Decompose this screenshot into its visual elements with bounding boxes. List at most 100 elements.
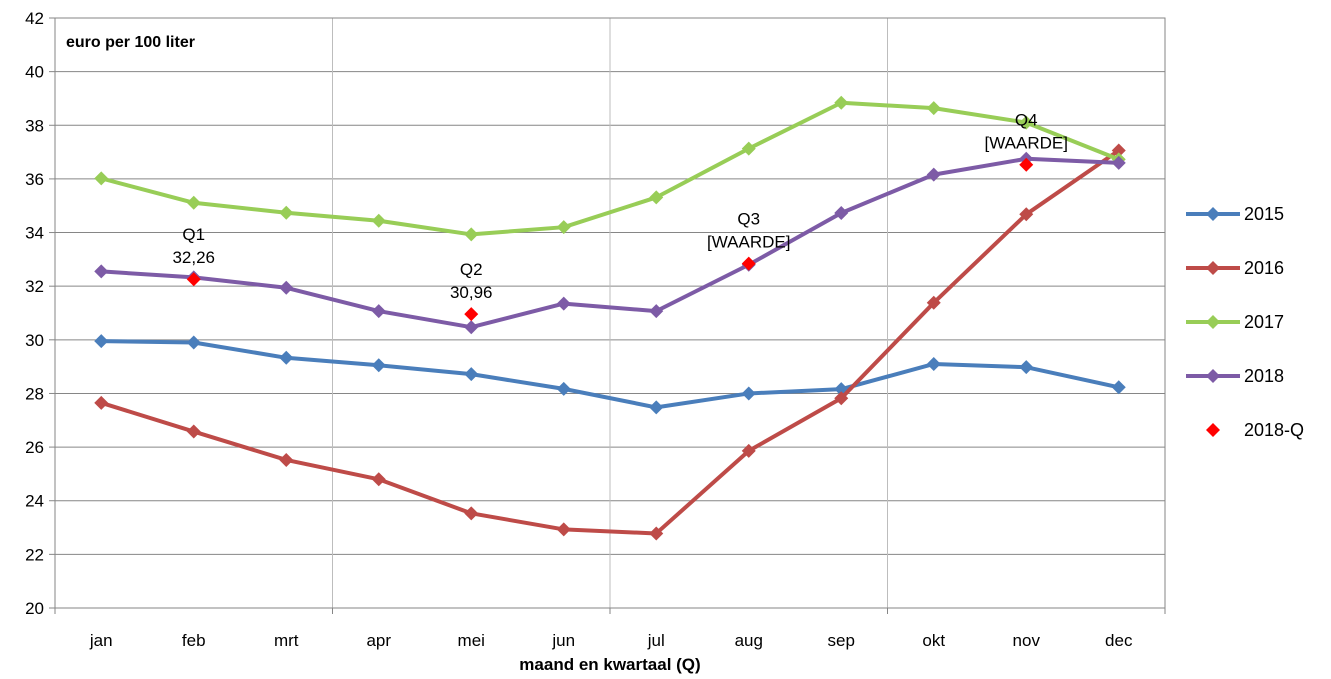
quarter-label-name: Q1 [182,225,205,244]
data-point-2016 [279,452,294,467]
data-point-2017 [371,213,386,228]
quarter-point [464,307,479,322]
data-point-2016 [556,522,571,537]
legend-label-2018: 2018 [1244,366,1284,386]
data-point-2016 [94,395,109,410]
x-tick-label: jan [89,631,113,650]
data-point-2015 [926,356,941,371]
data-point-2015 [1111,380,1126,395]
quarter-label-value: [WAARDE] [707,233,790,252]
data-point-2016 [741,443,756,458]
legend-marker-2016 [1206,261,1220,275]
y-tick-label: 40 [25,63,44,82]
data-point-2017 [649,190,664,205]
quarter-label-value: 30,96 [450,283,493,302]
legend-marker-2018 [1206,369,1220,383]
series-line-2017 [100,100,1120,237]
x-tick-label: jun [551,631,575,650]
y-axis-tick-labels: 20 22 24 26 28 30 32 34 36 38 40 42 [25,9,44,618]
unit-label: euro per 100 liter [66,34,195,51]
data-point-2018 [649,304,664,319]
series-2016 [94,143,1126,541]
data-point-2016 [649,526,664,541]
data-point-2016 [834,391,849,406]
axes [49,17,1166,614]
data-point-2016 [464,506,479,521]
x-tick-label: aug [735,631,763,650]
legend-label-2016: 2016 [1244,258,1284,278]
legend-marker-2015 [1206,207,1220,221]
quarter-label-value: 32,26 [172,248,215,267]
data-point-2018 [556,296,571,311]
data-point-2018 [371,304,386,319]
quarter-label-name: Q2 [460,260,483,279]
quarter-label-name: Q3 [737,210,760,229]
quarter-point [1019,157,1034,172]
data-point-2018 [279,280,294,295]
y-tick-label: 20 [25,599,44,618]
legend: 2015 2016 2017 2018 2018-Q [1186,204,1304,440]
y-tick-label: 36 [25,170,44,189]
y-tick-label: 38 [25,116,44,135]
x-tick-label: sep [828,631,855,650]
y-tick-label: 22 [25,545,44,564]
data-point-2016 [371,472,386,487]
series-line-2015 [101,339,1120,410]
quarter-point [741,256,756,271]
x-axis-tick-labels: jan feb mrt apr mei jun jul aug sep okt nov dec [89,631,1133,650]
data-point-2017 [1019,115,1034,130]
data-point-2015 [649,400,664,415]
x-tick-label: okt [922,631,945,650]
data-point-2017 [741,141,756,156]
data-point-2017 [926,101,941,116]
data-point-2017 [556,220,571,235]
data-point-2016 [1111,143,1126,158]
legend-marker-2017 [1206,315,1220,329]
data-point-2017 [279,205,294,220]
quarter-label-value: [WAARDE] [985,134,1068,153]
x-tick-label: apr [366,631,391,650]
legend-label-2017: 2017 [1244,312,1284,332]
series-line-2016 [100,148,1120,536]
data-point-2016 [1019,207,1034,222]
x-tick-label: feb [182,631,206,650]
quarter-label-name: Q4 [1015,111,1038,130]
legend-label-quarters: 2018-Q [1244,420,1304,440]
data-point-2017 [834,95,849,110]
data-point-2018 [926,167,941,182]
data-point-2015 [371,358,386,373]
data-point-2015 [1019,360,1034,375]
data-point-2018 [834,205,849,220]
series-lines [94,95,1126,541]
y-tick-label: 32 [25,277,44,296]
data-point-2018 [464,320,479,335]
legend-marker-quarters [1206,423,1220,437]
data-point-2015 [464,367,479,382]
y-tick-label: 26 [25,438,44,457]
x-tick-label: nov [1013,631,1041,650]
data-point-2017 [464,227,479,242]
legend-label-2015: 2015 [1244,204,1284,224]
y-tick-label: 42 [25,9,44,28]
quarter-point [186,272,201,287]
y-tick-label: 34 [25,224,44,243]
data-point-2016 [926,295,941,310]
series-2015 [94,334,1126,415]
y-tick-label: 30 [25,331,44,350]
x-tick-label: mei [458,631,485,650]
data-point-2015 [279,350,294,365]
gridlines [55,17,1165,609]
data-point-2017 [94,171,109,186]
y-tick-label: 24 [25,492,44,511]
x-tick-label: jul [647,631,665,650]
data-point-2016 [186,424,201,439]
y-tick-label: 28 [25,384,44,403]
quarter-points: Q1 32,26 Q2 30,96 Q3 [WAARDE] Q4 [WAARDE] [172,111,1068,322]
data-point-2015 [94,334,109,349]
data-point-2015 [741,386,756,401]
data-point-2018 [1111,155,1126,170]
data-point-2015 [186,335,201,350]
x-tick-label: mrt [274,631,299,650]
